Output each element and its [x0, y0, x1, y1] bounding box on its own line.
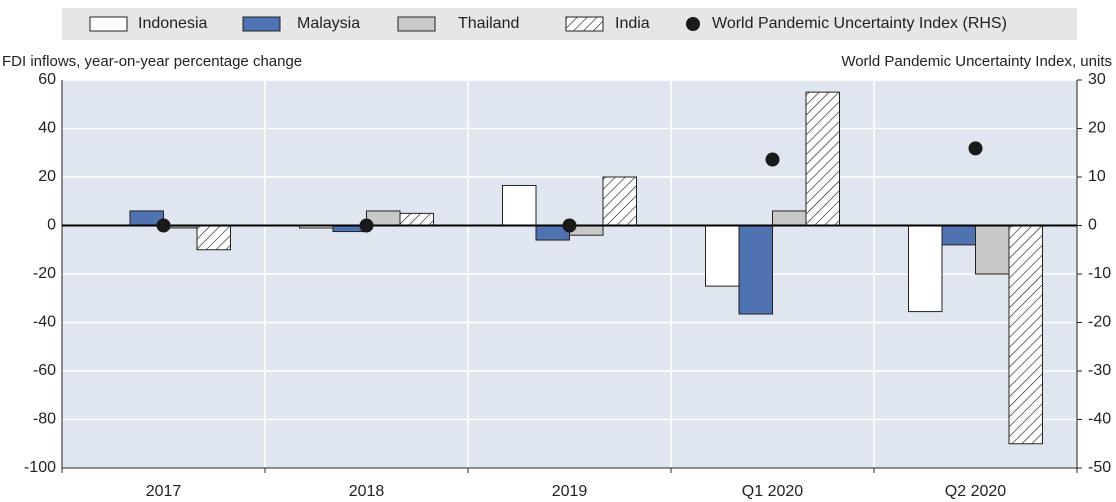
x-tick-label: 2017 — [146, 483, 182, 500]
x-tick-label: 2018 — [349, 483, 385, 500]
bar — [805, 91, 840, 226]
marker — [156, 218, 171, 233]
legend-label: World Pandemic Uncertainty Index (RHS) — [712, 15, 1007, 32]
y2-tick-label: -10 — [1088, 265, 1111, 282]
bar — [1008, 225, 1043, 445]
bar — [502, 184, 537, 227]
y-tick-label: 40 — [38, 120, 56, 137]
legend-swatch — [565, 16, 604, 32]
bar — [399, 212, 434, 226]
legend-swatch — [242, 16, 281, 32]
legend-swatch — [397, 16, 436, 32]
legend-swatch — [89, 16, 128, 32]
y2-tick-label: 10 — [1088, 168, 1106, 185]
legend-label: India — [615, 15, 650, 32]
bar — [941, 225, 976, 246]
x-tick-label: Q1 2020 — [742, 483, 803, 500]
y2-tick-label: -30 — [1088, 362, 1111, 379]
y2-axis-label: World Pandemic Uncertainty Index, units — [841, 53, 1112, 70]
bar — [705, 225, 740, 287]
bar — [975, 225, 1010, 275]
y2-tick-label: 30 — [1088, 71, 1106, 88]
y-tick-label: -20 — [33, 265, 56, 282]
x-tick-label: Q2 2020 — [945, 483, 1006, 500]
y-tick-label: -60 — [33, 362, 56, 379]
x-tick-label: 2019 — [552, 483, 588, 500]
y-tick-label: 0 — [47, 217, 56, 234]
y2-tick-label: -20 — [1088, 314, 1111, 331]
bar — [602, 176, 637, 226]
bar — [196, 225, 231, 251]
y-tick-label: -80 — [33, 411, 56, 428]
bar — [908, 225, 943, 313]
bar — [738, 225, 773, 315]
y2-tick-label: -40 — [1088, 411, 1111, 428]
y-axis-label: FDI inflows, year-on-year percentage cha… — [2, 53, 302, 70]
legend-label: Indonesia — [138, 15, 207, 32]
y2-tick-label: -50 — [1088, 459, 1111, 476]
marker — [359, 218, 374, 233]
y-tick-label: 20 — [38, 168, 56, 185]
legend-label: Malaysia — [297, 15, 360, 32]
y2-tick-label: 20 — [1088, 120, 1106, 137]
bar — [772, 210, 807, 226]
marker — [765, 152, 780, 167]
y-tick-label: -40 — [33, 314, 56, 331]
legend-label: Thailand — [458, 15, 519, 32]
y-tick-label: -100 — [24, 459, 56, 476]
marker — [968, 141, 983, 156]
y2-tick-label: 0 — [1088, 217, 1097, 234]
marker — [562, 218, 577, 233]
legend-marker — [686, 17, 700, 31]
y-tick-label: 60 — [38, 71, 56, 88]
